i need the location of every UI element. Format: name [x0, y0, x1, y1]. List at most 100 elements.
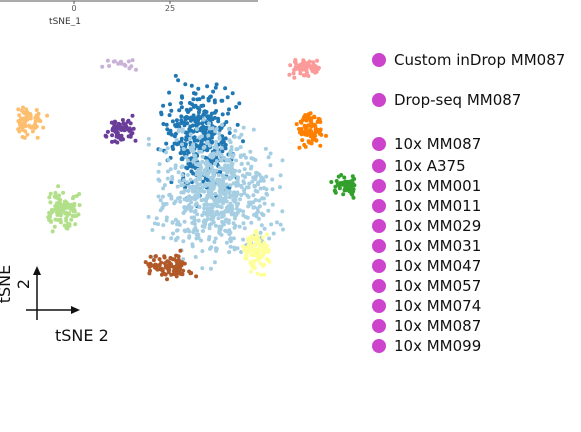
scatter-point — [317, 117, 322, 122]
scatter-point — [134, 67, 138, 72]
legend-label: 10x MM047 — [394, 257, 482, 275]
scatter-point — [241, 125, 246, 130]
scatter-point — [190, 195, 195, 200]
scatter-point — [179, 136, 184, 141]
scatter-point — [74, 193, 79, 198]
scatter-point — [152, 221, 157, 226]
scatter-point — [212, 202, 217, 207]
scatter-point — [185, 130, 190, 135]
scatter-point — [234, 105, 239, 109]
scatter-point — [176, 219, 180, 224]
scatter-point — [313, 124, 318, 129]
y-axis-label: tSNE 2 — [0, 264, 33, 304]
scatter-point — [173, 73, 178, 78]
scatter-point — [57, 193, 61, 198]
scatter-point — [246, 161, 250, 166]
scatter-point — [230, 204, 234, 208]
legend-item: 10x MM029 — [372, 216, 481, 236]
scatter-point — [20, 135, 25, 139]
scatter-point — [302, 73, 307, 78]
scatter-point — [186, 189, 191, 193]
scatter-point — [230, 155, 235, 160]
scatter-point — [235, 190, 240, 195]
scatter-point — [249, 220, 254, 225]
scatter-point — [213, 161, 218, 166]
scatter-point — [154, 216, 159, 221]
scatter-point — [233, 223, 238, 228]
scatter-point — [219, 158, 224, 163]
scatter-point — [156, 169, 161, 174]
scatter-point — [231, 211, 236, 216]
scatter-point — [211, 178, 216, 183]
scatter-point — [305, 129, 310, 134]
scatter-point — [244, 185, 249, 190]
scatter-point — [306, 112, 311, 117]
scatter-point — [239, 250, 244, 254]
scatter-point — [256, 250, 261, 255]
scatter-point — [225, 95, 230, 100]
scatter-point — [201, 145, 206, 150]
scatter-point — [167, 260, 172, 265]
legend-marker — [372, 319, 386, 333]
scatter-point — [161, 103, 166, 108]
scatter-point — [237, 224, 242, 229]
scatter-point — [21, 105, 25, 110]
scatter-point — [261, 264, 266, 268]
scatter-point — [143, 260, 148, 265]
legend-marker — [372, 339, 386, 353]
scatter-point — [226, 163, 231, 168]
scatter-point — [199, 171, 204, 176]
scatter-point — [179, 118, 184, 123]
scatter-point — [166, 270, 171, 275]
scatter-point — [304, 70, 309, 75]
scatter-point — [202, 202, 207, 207]
scatter-point — [215, 146, 220, 151]
legend-item: 10x MM099 — [372, 336, 481, 356]
legend-item: 10x MM011 — [372, 196, 481, 216]
scatter-point — [191, 104, 196, 109]
legend-label: 10x MM087 — [394, 135, 482, 153]
scatter-point — [254, 253, 259, 258]
scatter-point — [257, 216, 261, 221]
scatter-point — [287, 72, 292, 77]
scatter-point — [351, 189, 356, 194]
scatter-point — [156, 177, 161, 182]
scatter-point — [209, 245, 214, 250]
scatter-point — [257, 254, 262, 259]
scatter-point — [58, 213, 63, 218]
scatter-point — [185, 148, 190, 153]
scatter-point — [193, 119, 198, 124]
scatter-point — [193, 185, 198, 190]
scatter-point — [189, 208, 193, 213]
legend-label: 10x MM074 — [394, 297, 482, 315]
scatter-point — [173, 166, 178, 170]
scatter-point — [268, 151, 273, 156]
scatter-point — [220, 187, 224, 192]
scatter-point — [234, 206, 239, 211]
legend-marker — [372, 179, 386, 193]
scatter-point — [268, 163, 273, 168]
scatter-point — [248, 166, 253, 171]
scatter-point — [181, 147, 186, 151]
scatter-point — [252, 184, 257, 189]
scatter-point — [297, 145, 302, 150]
scatter-point — [209, 266, 213, 271]
scatter-point — [340, 180, 345, 185]
scatter-point — [249, 252, 254, 257]
scatter-point — [247, 249, 252, 254]
scatter-point — [174, 264, 179, 269]
scatter-point — [66, 205, 71, 210]
scatter-point — [130, 131, 135, 136]
scatter-point — [311, 136, 316, 141]
top-axis: 0 25 tSNE_1 — [0, 0, 258, 26]
scatter-point — [155, 267, 160, 272]
scatter-point — [180, 173, 185, 178]
scatter-point — [208, 118, 213, 123]
scatter-point — [222, 168, 227, 172]
scatter-point — [188, 177, 193, 182]
scatter-point — [168, 102, 172, 107]
scatter-point — [209, 140, 214, 145]
scatter-point — [278, 185, 282, 190]
scatter-point — [232, 190, 236, 195]
scatter-point — [288, 63, 293, 68]
